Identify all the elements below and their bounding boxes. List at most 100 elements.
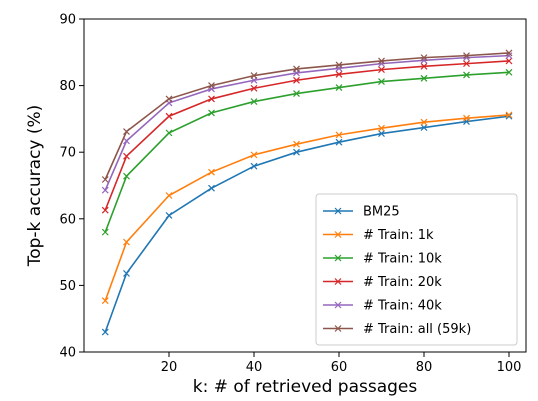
data-point <box>335 70 343 78</box>
legend-label: # Train: 1k <box>363 228 434 243</box>
data-point <box>250 84 258 92</box>
legend-item: # Train: 40k <box>323 299 442 314</box>
data-point <box>463 71 470 79</box>
data-point <box>101 228 109 236</box>
data-point <box>123 137 130 145</box>
legend-item: # Train: 1k <box>323 228 434 243</box>
data-point <box>293 90 300 98</box>
data-point <box>378 130 385 137</box>
data-point <box>420 62 428 70</box>
plot-frame <box>83 18 527 353</box>
y-axis-title: Top-k accuracy (%) <box>25 105 45 268</box>
data-point <box>101 186 109 194</box>
data-point <box>101 176 109 183</box>
series-4 <box>101 52 513 194</box>
legend-marker <box>334 254 342 262</box>
data-point <box>165 95 173 103</box>
legend-label: BM25 <box>363 205 400 220</box>
data-point <box>165 129 173 137</box>
x-axis-title: k: # of retrieved passages <box>193 377 418 397</box>
y-tick-label: 50 <box>59 279 76 294</box>
data-point <box>505 112 513 120</box>
data-point <box>208 184 215 192</box>
legend-label: # Train: 10k <box>363 252 442 267</box>
y-tick-label: 40 <box>59 346 76 361</box>
data-point <box>208 82 215 90</box>
data-point <box>378 57 385 65</box>
data-point <box>208 109 215 117</box>
data-point <box>250 98 258 106</box>
x-tick-label: 40 <box>246 360 263 375</box>
data-point <box>420 118 428 126</box>
legend-marker <box>334 231 342 238</box>
legend-marker <box>334 325 342 332</box>
data-point <box>123 152 130 160</box>
x-tick-label: 80 <box>416 360 433 375</box>
series-layer <box>101 49 513 336</box>
data-point <box>123 238 130 246</box>
series-2 <box>101 68 513 236</box>
data-point <box>208 95 215 103</box>
legend-item: # Train: 20k <box>323 275 442 290</box>
data-point <box>101 206 109 214</box>
y-tick-label: 80 <box>59 79 76 94</box>
data-point <box>293 140 300 148</box>
y-tick-label: 60 <box>59 212 76 227</box>
legend-marker <box>334 207 342 215</box>
legend-label: # Train: 20k <box>363 275 442 290</box>
data-point <box>463 52 470 60</box>
data-point <box>250 72 258 80</box>
data-point <box>505 68 513 76</box>
data-point <box>123 128 130 135</box>
legend-item: BM25 <box>323 205 400 220</box>
data-point <box>123 269 130 277</box>
legend-item: # Train: all (59k) <box>323 322 471 337</box>
x-tick-label: 60 <box>331 360 348 375</box>
data-point <box>293 76 300 84</box>
data-point <box>505 111 513 119</box>
series-1 <box>101 111 513 305</box>
data-point <box>335 61 343 69</box>
data-point <box>378 66 385 74</box>
y-axis-ticks: 40 50 60 70 80 90 <box>59 13 84 361</box>
legend-label: # Train: 40k <box>363 299 442 314</box>
data-point <box>123 172 130 180</box>
series-0 <box>101 112 513 336</box>
data-point <box>208 168 215 176</box>
data-point <box>335 84 343 92</box>
data-point <box>378 124 385 132</box>
legend-label: # Train: all (59k) <box>363 322 471 337</box>
x-tick-label: 100 <box>497 360 522 375</box>
data-point <box>378 78 385 86</box>
legend-marker <box>334 301 342 309</box>
data-point <box>463 114 470 122</box>
data-point <box>101 328 109 336</box>
x-axis-ticks: 20 40 60 80 100 <box>161 352 522 375</box>
legend-marker <box>334 278 342 285</box>
data-point <box>101 297 109 305</box>
data-point <box>250 162 258 170</box>
data-point <box>505 49 513 57</box>
series-3 <box>101 57 513 214</box>
data-point <box>505 57 513 65</box>
data-point <box>165 112 173 120</box>
data-point <box>420 54 428 62</box>
plot-area <box>83 18 527 353</box>
data-point <box>420 124 428 131</box>
data-point <box>420 74 428 82</box>
data-point <box>165 212 173 219</box>
y-tick-label: 90 <box>59 13 76 28</box>
y-tick-label: 70 <box>59 146 76 161</box>
data-point <box>250 151 258 159</box>
data-point <box>335 138 343 146</box>
x-tick-label: 20 <box>161 360 178 375</box>
data-point <box>463 60 470 68</box>
legend: BM25 # Train: 1k # Train: 10k # Train: 20k #… <box>315 193 518 346</box>
data-point <box>293 65 300 73</box>
data-point <box>335 131 343 139</box>
data-point <box>165 192 173 199</box>
legend-item: # Train: 10k <box>323 252 442 267</box>
series-5 <box>101 49 513 183</box>
legend-frame <box>315 193 518 346</box>
